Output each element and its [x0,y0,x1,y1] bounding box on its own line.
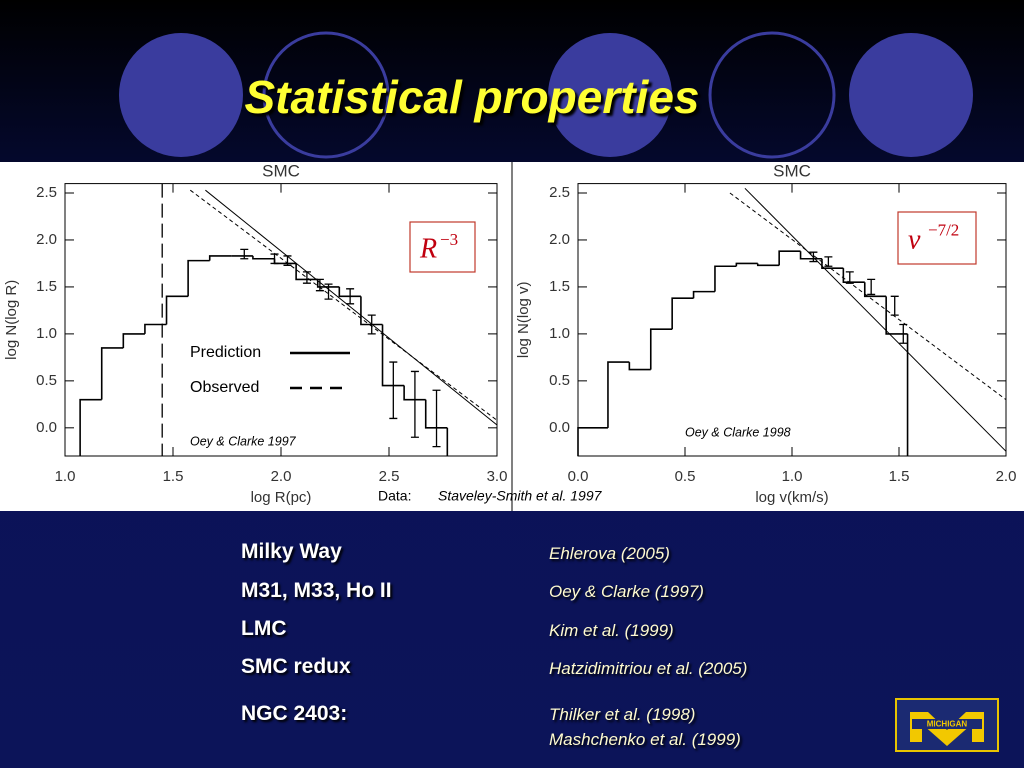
x-tick-label: 2.5 [379,468,400,485]
histogram-step [671,297,694,330]
error-bar [867,278,876,296]
error-bar [410,370,419,438]
error-bar [270,253,279,265]
annotation-box [897,211,977,265]
reference: Oey & Clarke (1997) [549,582,704,601]
slide-title: Statistical properties [244,71,700,123]
histogram-step [360,296,383,326]
chart-note: Oey & Clarke 1998 [685,425,791,439]
chart-title: SMC [773,161,811,180]
y-tick-label: 2.0 [36,231,57,248]
histogram-step [122,333,145,348]
reference: Mashchenko et al. (1999) [549,730,741,749]
annotation-exponent: −3 [440,230,458,249]
object-name: NGC 2403: [241,702,348,725]
histogram-step [338,286,361,298]
model-line [189,189,498,421]
chart-note: Oey & Clarke 1997 [190,434,297,448]
y-tick-label: 0.5 [549,372,570,389]
histogram-step [692,290,715,299]
data-credit-source: Staveley-Smith et al. 1997 [438,488,603,504]
x-tick-label: 1.0 [55,468,76,485]
decor-circles [119,31,973,159]
histogram-step [577,427,608,456]
reference: Ehlerova (2005) [549,544,670,563]
x-tick-label: 2.0 [996,468,1017,485]
annotation-exponent: −7/2 [928,221,959,240]
reference: Thilker et al. (1998) [549,705,696,724]
chart-title: SMC [262,161,300,180]
y-tick-label: 1.0 [549,325,570,342]
model-line [744,187,1007,452]
x-axis-label: log R(pc) [251,489,312,506]
annotation-base: ν [908,225,921,256]
logo: MICHIGAN [895,698,999,752]
histogram-step [381,324,405,387]
y-axis-label: log N(log v) [515,281,532,358]
histogram-step [252,255,275,260]
histogram-step [628,362,651,371]
y-tick-label: 0.0 [549,419,570,436]
histogram-step [144,323,167,334]
histogram-step [756,263,780,267]
object-name: M31, M33, Ho II [241,579,392,602]
histogram-step [735,262,758,267]
y-tick-label: 1.5 [549,278,570,295]
x-tick-label: 2.0 [271,468,292,485]
histogram-step [885,296,908,335]
annotation-box [409,221,476,273]
reference: Hatzidimitriou et al. (2005) [549,659,748,678]
x-axis-label: log v(km/s) [755,489,828,506]
histogram-step [295,263,318,281]
y-tick-label: 2.0 [549,231,570,248]
x-tick-label: 1.5 [889,468,910,485]
logo-text: MICHIGAN [927,720,968,729]
error-bar [432,389,441,448]
histogram-step [714,265,737,292]
legend-label: Observed [190,379,259,396]
y-axis-label: log N(log R) [3,280,20,360]
error-bar [240,248,249,260]
y-tick-label: 2.5 [549,184,570,201]
x-tick-label: 1.5 [163,468,184,485]
histogram-step [208,255,232,261]
y-tick-label: 0.5 [36,372,57,389]
error-bar [890,295,899,316]
histogram-step [100,347,124,400]
y-tick-label: 1.5 [36,278,57,295]
object-name: Milky Way [241,540,342,563]
data-credit-label: Data: [378,488,411,504]
x-tick-label: 1.0 [782,468,803,485]
histogram-step [403,385,426,401]
y-tick-label: 2.5 [36,184,57,201]
histogram-step [778,250,801,266]
histogram-step [863,282,887,298]
histogram-step [187,259,210,297]
histogram-step [607,361,630,428]
error-bar [315,278,324,292]
object-name: LMC [241,617,287,640]
legend-label: Prediction [190,344,261,361]
object-name: SMC redux [241,655,351,678]
reference: Kim et al. (1999) [549,621,674,640]
y-tick-label: 1.0 [36,325,57,342]
x-tick-label: 0.5 [675,468,696,485]
model-line [205,189,498,426]
x-tick-label: 0.0 [568,468,589,485]
histogram-step [649,328,673,370]
histogram-step [316,279,340,288]
annotation-base: R [419,233,437,264]
histogram-step [165,295,189,325]
histogram-step [424,399,448,429]
x-tick-label: 3.0 [487,468,508,485]
error-bar [324,283,333,300]
error-bar [346,288,355,305]
histogram-step [842,268,865,284]
error-bar [389,361,398,420]
y-tick-label: 0.0 [36,419,57,436]
model-line [729,192,1007,401]
histogram-step [79,398,102,456]
